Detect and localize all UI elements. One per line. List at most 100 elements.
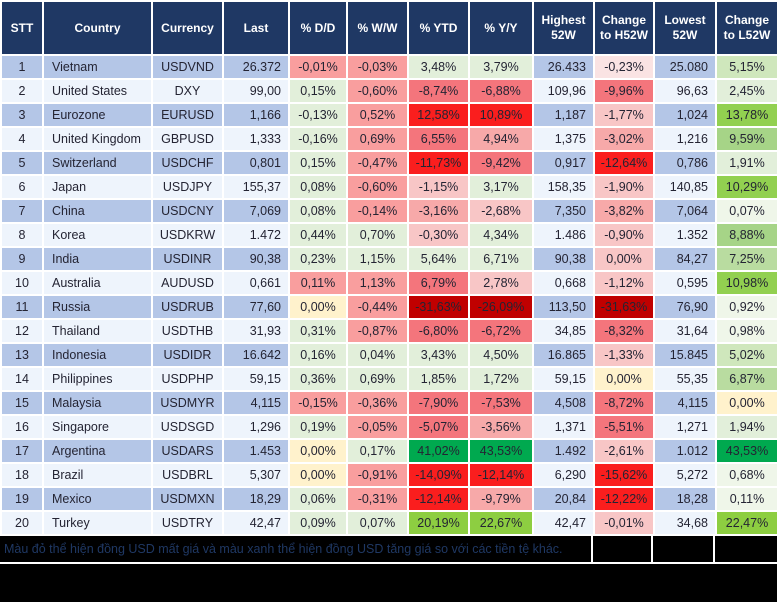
cell-ytd: -7,90% (407, 390, 470, 416)
cell-country: India (42, 246, 153, 272)
cell-dd: 0,00% (288, 438, 348, 464)
cell-low52w: 5,272 (653, 462, 717, 488)
cell-yy: 2,78% (468, 270, 534, 296)
cell-chg-l52w: 2,45% (715, 78, 777, 104)
cell-chg-l52w: 10,98% (715, 270, 777, 296)
table-row: 10 Australia AUDUSD 0,661 0,11% 1,13% 6,79% 2,7… (0, 270, 777, 296)
cell-last: 7,069 (222, 198, 290, 224)
cell-last: 42,47 (222, 510, 290, 536)
cell-ww: 0,69% (346, 366, 409, 392)
column-header-low52w: Lowest 52W (653, 0, 717, 56)
cell-ytd: 20,19% (407, 510, 470, 536)
cell-stt: 15 (0, 390, 44, 416)
cell-currency: USDKRW (151, 222, 224, 248)
cell-stt: 17 (0, 438, 44, 464)
cell-high52w: 6,290 (532, 462, 595, 488)
cell-chg-l52w: 0,68% (715, 462, 777, 488)
cell-chg-h52w: -9,96% (593, 78, 655, 104)
cell-ytd: 6,55% (407, 126, 470, 152)
cell-yy: 1,72% (468, 366, 534, 392)
column-header-ytd: % YTD (407, 0, 470, 56)
cell-last: 31,93 (222, 318, 290, 344)
cell-dd: 0,44% (288, 222, 348, 248)
cell-high52w: 59,15 (532, 366, 595, 392)
cell-dd: 0,31% (288, 318, 348, 344)
cell-yy: 4,50% (468, 342, 534, 368)
cell-stt: 10 (0, 270, 44, 296)
cell-ytd: -1,15% (407, 174, 470, 200)
cell-ww: -0,03% (346, 54, 409, 80)
cell-last: 99,00 (222, 78, 290, 104)
cell-chg-l52w: 22,47% (715, 510, 777, 536)
column-header-stt: STT (0, 0, 44, 56)
column-header-last: Last (222, 0, 290, 56)
column-header-chg-l52w: Change to L52W (715, 0, 777, 56)
cell-chg-h52w: -12,22% (593, 486, 655, 512)
cell-last: 155,37 (222, 174, 290, 200)
cell-country: United States (42, 78, 153, 104)
cell-chg-h52w: 0,00% (593, 366, 655, 392)
cell-ww: -0,87% (346, 318, 409, 344)
cell-high52w: 20,84 (532, 486, 595, 512)
cell-yy: 3,17% (468, 174, 534, 200)
cell-last: 90,38 (222, 246, 290, 272)
cell-country: Eurozone (42, 102, 153, 128)
cell-chg-h52w: -0,23% (593, 54, 655, 80)
cell-chg-h52w: 0,00% (593, 246, 655, 272)
footer-bar: Màu đỏ thể hiện đồng USD mất giá và màu … (0, 536, 777, 564)
cell-low52w: 1,216 (653, 126, 717, 152)
cell-chg-h52w: -12,64% (593, 150, 655, 176)
cell-last: 1,296 (222, 414, 290, 440)
cell-last: 59,15 (222, 366, 290, 392)
cell-chg-h52w: -31,63% (593, 294, 655, 320)
cell-yy: -6,88% (468, 78, 534, 104)
cell-country: Turkey (42, 510, 153, 536)
cell-dd: 0,00% (288, 294, 348, 320)
cell-low52w: 140,85 (653, 174, 717, 200)
cell-ytd: -8,74% (407, 78, 470, 104)
cell-yy: 43,53% (468, 438, 534, 464)
footer-divider (651, 536, 653, 562)
cell-chg-l52w: 13,78% (715, 102, 777, 128)
cell-chg-h52w: -3,82% (593, 198, 655, 224)
cell-chg-h52w: -8,32% (593, 318, 655, 344)
cell-dd: 0,08% (288, 174, 348, 200)
cell-low52w: 34,68 (653, 510, 717, 536)
column-header-country: Country (42, 0, 153, 56)
cell-stt: 13 (0, 342, 44, 368)
cell-dd: 0,06% (288, 486, 348, 512)
cell-country: Korea (42, 222, 153, 248)
cell-currency: USDJPY (151, 174, 224, 200)
cell-yy: 3,79% (468, 54, 534, 80)
cell-ww: -0,14% (346, 198, 409, 224)
cell-currency: USDBRL (151, 462, 224, 488)
cell-stt: 3 (0, 102, 44, 128)
cell-last: 26.372 (222, 54, 290, 80)
cell-chg-l52w: 5,02% (715, 342, 777, 368)
cell-chg-h52w: -2,61% (593, 438, 655, 464)
cell-country: Switzerland (42, 150, 153, 176)
cell-chg-l52w: 10,29% (715, 174, 777, 200)
cell-currency: USDMYR (151, 390, 224, 416)
table-header-row: STT Country Currency Last % D/D % W/W % … (0, 0, 777, 56)
cell-stt: 6 (0, 174, 44, 200)
cell-dd: 0,15% (288, 150, 348, 176)
cell-ytd: 5,64% (407, 246, 470, 272)
cell-yy: 22,67% (468, 510, 534, 536)
cell-high52w: 7,350 (532, 198, 595, 224)
cell-chg-h52w: -15,62% (593, 462, 655, 488)
cell-currency: EURUSD (151, 102, 224, 128)
cell-stt: 1 (0, 54, 44, 80)
cell-dd: -0,15% (288, 390, 348, 416)
cell-last: 1,333 (222, 126, 290, 152)
cell-dd: 0,08% (288, 198, 348, 224)
table-row: 1 Vietnam USDVND 26.372 -0,01% -0,03% 3,48% 3,7… (0, 54, 777, 80)
cell-last: 1.453 (222, 438, 290, 464)
cell-stt: 16 (0, 414, 44, 440)
table-row: 6 Japan USDJPY 155,37 0,08% -0,60% -1,15% 3,17%… (0, 174, 777, 200)
cell-yy: 10,89% (468, 102, 534, 128)
cell-currency: USDTRY (151, 510, 224, 536)
cell-ytd: 41,02% (407, 438, 470, 464)
cell-currency: USDVND (151, 54, 224, 80)
cell-high52w: 4,508 (532, 390, 595, 416)
